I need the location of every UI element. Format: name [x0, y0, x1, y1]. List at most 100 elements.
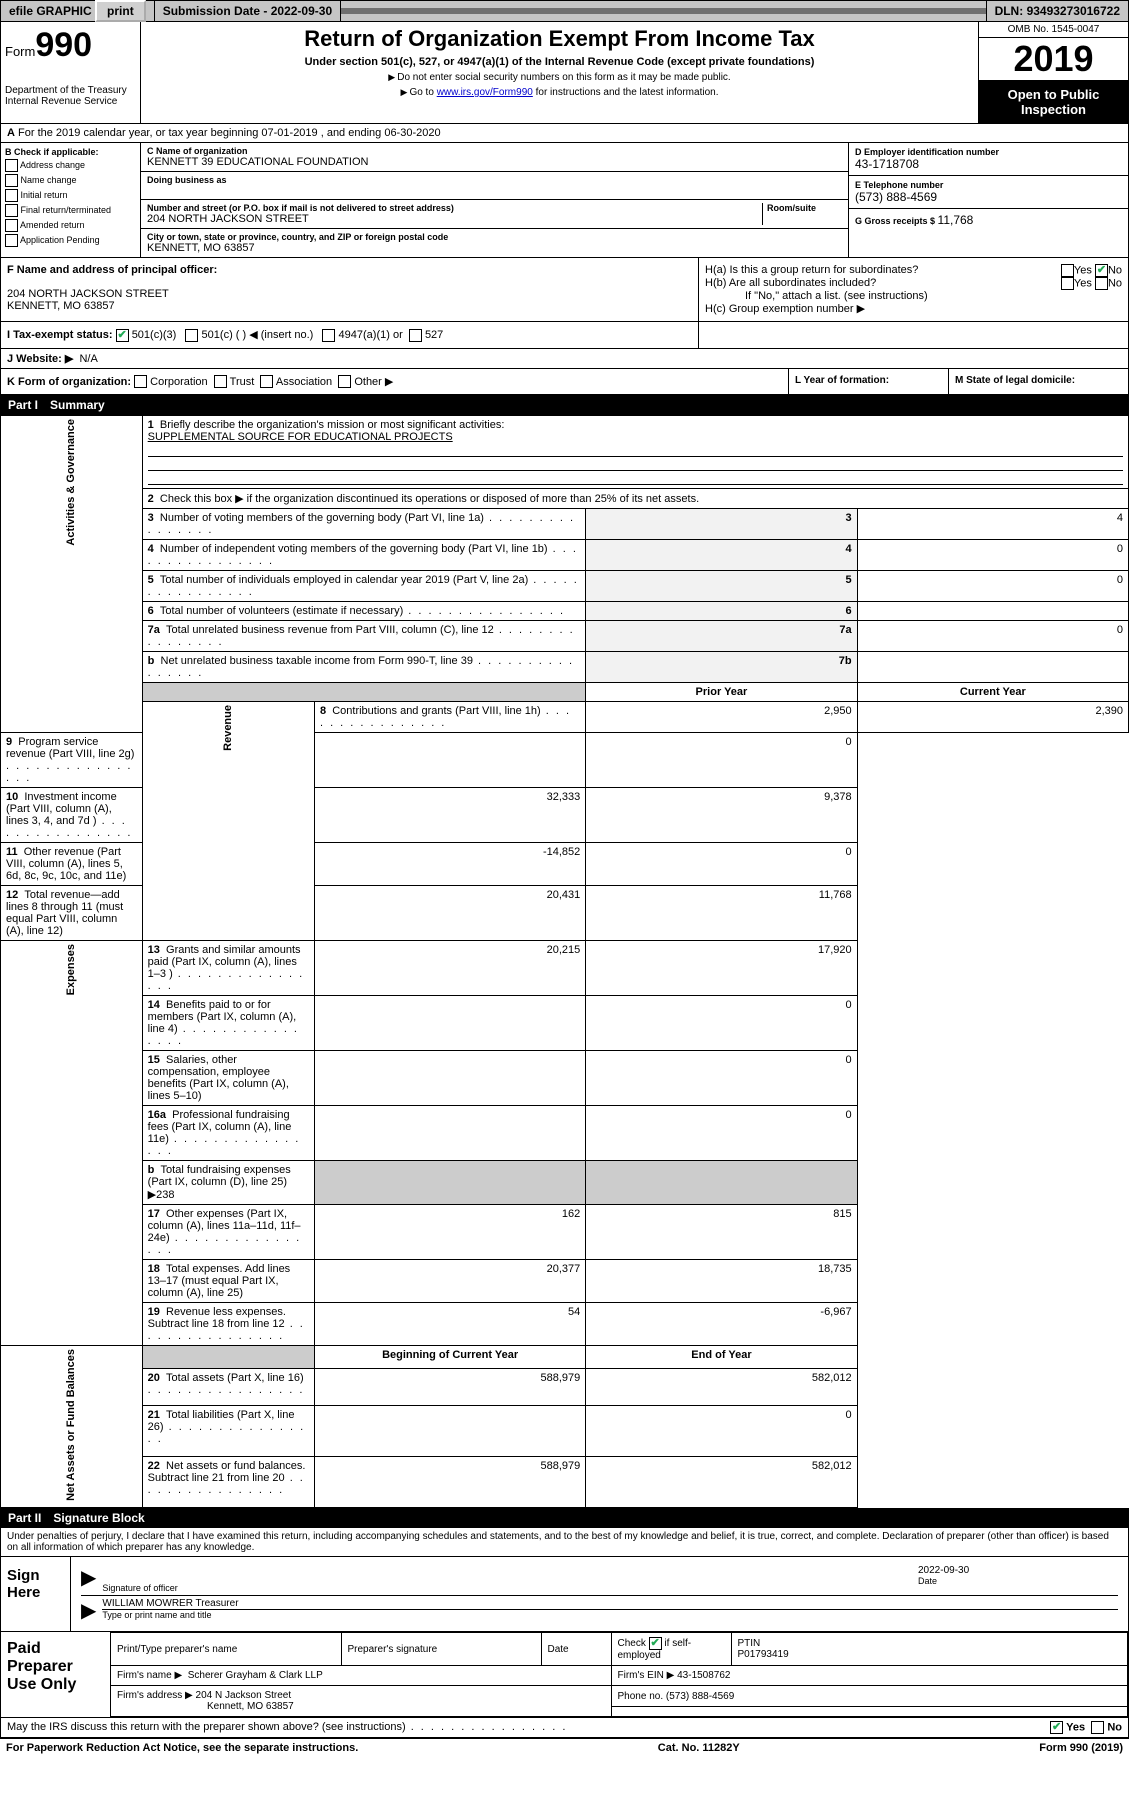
prep-name-label: Print/Type preparer's name [111, 1633, 341, 1666]
check-app-pending[interactable] [5, 234, 18, 247]
check-assoc[interactable] [260, 375, 273, 388]
footer-mid: Cat. No. 11282Y [658, 1742, 740, 1754]
check-amended[interactable] [5, 219, 18, 232]
irs-label: Internal Revenue Service [5, 96, 136, 107]
officer-addr1: 204 NORTH JACKSON STREET [7, 288, 692, 300]
ha-no[interactable] [1095, 264, 1108, 277]
top-bar: efile GRAPHIC print Submission Date - 20… [0, 0, 1129, 22]
phone-label: E Telephone number [855, 180, 1122, 190]
ha-yes[interactable] [1061, 264, 1074, 277]
firm-addr2: Kennett, MO 63857 [207, 1701, 294, 1712]
line-m: M State of legal domicile: [948, 369, 1128, 395]
print-button[interactable]: print [95, 0, 146, 22]
block-ij: I Tax-exempt status: 501(c)(3) 501(c) ( … [0, 322, 1129, 349]
hb-no[interactable] [1095, 277, 1108, 290]
paid-preparer-block: Paid Preparer Use Only Print/Type prepar… [0, 1632, 1129, 1718]
check-initial-return[interactable] [5, 189, 18, 202]
part1-header: Part ISummary [0, 395, 1129, 415]
sig-date: 2022-09-30 [918, 1565, 1118, 1576]
check-self-employed[interactable] [649, 1637, 662, 1650]
dba-label: Doing business as [147, 175, 842, 185]
line-a: A For the 2019 calendar year, or tax yea… [0, 124, 1129, 143]
header-sub: Under section 501(c), 527, or 4947(a)(1)… [145, 56, 974, 68]
part2-header: Part IISignature Block [0, 1508, 1129, 1528]
form-number: Form990 [5, 26, 136, 65]
prep-sig-label: Preparer's signature [341, 1633, 541, 1666]
officer-name: WILLIAM MOWRER Treasurer [102, 1598, 1118, 1609]
instructions-link[interactable]: www.irs.gov/Form990 [437, 87, 533, 98]
side-exp: Expenses [1, 941, 143, 1346]
dept-treasury: Department of the Treasury [5, 85, 136, 96]
hb-note: If "No," attach a list. (see instruction… [705, 290, 1122, 302]
box-deg: D Employer identification number 43-1718… [848, 143, 1128, 257]
q2-text: Check this box ▶ if the organization dis… [160, 493, 699, 505]
q1-value: SUPPLEMENTAL SOURCE FOR EDUCATIONAL PROJ… [148, 431, 453, 443]
hb-label: H(b) Are all subordinates included? [705, 277, 876, 290]
check-address-change[interactable] [5, 159, 18, 172]
box-b: B Check if applicable: Address change Na… [1, 143, 141, 257]
hb-yes[interactable] [1061, 277, 1074, 290]
dln: DLN: 93493273016722 [986, 1, 1128, 21]
street: 204 NORTH JACKSON STREET [147, 213, 762, 225]
entity-block: B Check if applicable: Address change Na… [0, 143, 1129, 258]
block-klm: K Form of organization: Corporation Trus… [0, 369, 1129, 396]
check-527[interactable] [409, 329, 422, 342]
side-net: Net Assets or Fund Balances [1, 1346, 143, 1508]
tax-year: 2019 [979, 38, 1128, 81]
gross-receipts: 11,768 [938, 213, 974, 227]
line-k: K Form of organization: Corporation Trus… [1, 369, 788, 395]
ein: 43-1718708 [855, 157, 1122, 171]
top-bar-spacer [341, 8, 985, 14]
phone: (573) 888-4569 [855, 190, 1122, 204]
q1-text: Briefly describe the organization's miss… [160, 419, 504, 431]
officer-addr2: KENNETT, MO 63857 [7, 300, 692, 312]
check-501c3[interactable] [116, 329, 129, 342]
firm-name: Scherer Grayham & Clark LLP [188, 1670, 323, 1681]
city: KENNETT, MO 63857 [147, 242, 842, 254]
header-left: Form990 Department of the Treasury Inter… [1, 22, 141, 123]
org-name-label: C Name of organization [147, 146, 842, 156]
box-h: H(a) Is this a group return for subordin… [698, 258, 1128, 321]
side-gov: Activities & Governance [1, 416, 143, 733]
box-c: C Name of organization KENNETT 39 EDUCAT… [141, 143, 848, 257]
form-title: Return of Organization Exempt From Incom… [145, 26, 974, 52]
hc-label: H(c) Group exemption number ▶ [705, 302, 1122, 315]
prep-date-label: Date [541, 1633, 611, 1666]
discuss-yes[interactable] [1050, 1721, 1063, 1734]
street-label: Number and street (or P.O. box if mail i… [147, 203, 762, 213]
header-note1: Do not enter social security numbers on … [145, 72, 974, 83]
line-j: J Website: ▶ N/A [0, 349, 1129, 369]
org-name: KENNETT 39 EDUCATIONAL FOUNDATION [147, 156, 842, 168]
city-label: City or town, state or province, country… [147, 232, 842, 242]
line-i: I Tax-exempt status: 501(c)(3) 501(c) ( … [7, 328, 692, 342]
ha-label: H(a) Is this a group return for subordin… [705, 264, 918, 277]
name-title-label: Type or print name and title [102, 1609, 1118, 1620]
check-4947[interactable] [322, 329, 335, 342]
date-label: Date [918, 1576, 1118, 1586]
check-final-return[interactable] [5, 204, 18, 217]
ptin-label: PTIN [738, 1638, 1122, 1649]
check-trust[interactable] [214, 375, 227, 388]
check-corp[interactable] [134, 375, 147, 388]
discuss-no[interactable] [1091, 1721, 1104, 1734]
line-l: L Year of formation: [788, 369, 948, 395]
penalty-statement: Under penalties of perjury, I declare th… [0, 1528, 1129, 1557]
check-501c[interactable] [185, 329, 198, 342]
officer-sig-label: Signature of officer [102, 1583, 918, 1593]
check-name-change[interactable] [5, 174, 18, 187]
paid-preparer-label: Paid Preparer Use Only [1, 1632, 111, 1717]
gross-label: G Gross receipts $ [855, 216, 938, 226]
arrow-icon: ▶ [81, 1565, 96, 1593]
header-note2: Go to www.irs.gov/Form990 for instructio… [145, 87, 974, 98]
check-other[interactable] [338, 375, 351, 388]
summary-table: Activities & Governance 1 Briefly descri… [0, 415, 1129, 1508]
ein-label: D Employer identification number [855, 147, 1122, 157]
inspection-notice: Open to Public Inspection [979, 81, 1128, 123]
self-employed: Check if self-employed [611, 1633, 731, 1666]
header-mid: Return of Organization Exempt From Incom… [141, 22, 978, 123]
arrow-icon: ▶ [81, 1598, 96, 1623]
discuss-row: May the IRS discuss this return with the… [0, 1718, 1129, 1738]
submission-date: Submission Date - 2022-09-30 [155, 1, 341, 21]
firm-ein: 43-1508762 [677, 1670, 730, 1681]
omb-number: OMB No. 1545-0047 [979, 22, 1128, 38]
